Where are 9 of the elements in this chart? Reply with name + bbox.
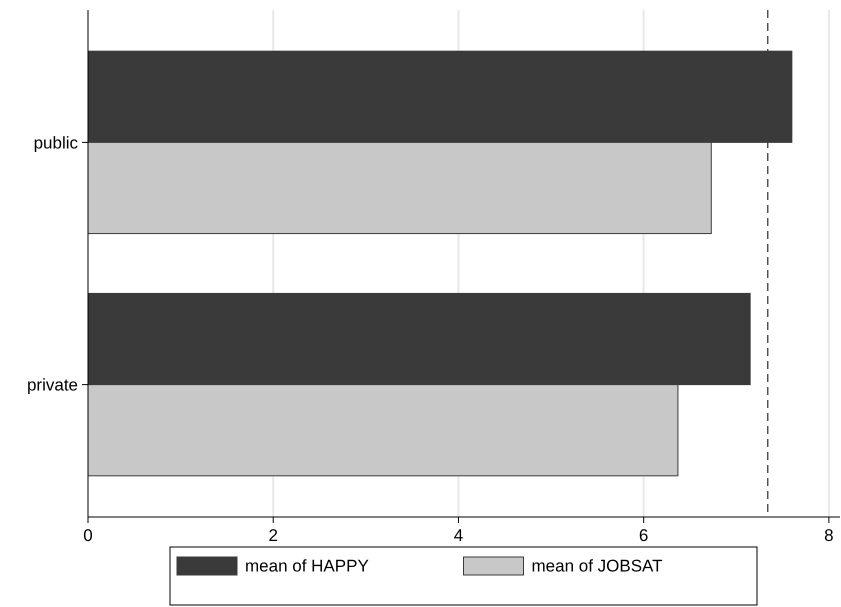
x-tick-label: 0 bbox=[83, 526, 93, 545]
legend-label: mean of HAPPY bbox=[245, 556, 369, 576]
x-tick-label: 4 bbox=[454, 526, 464, 545]
x-tick-label: 8 bbox=[824, 526, 834, 545]
y-tick-label: private bbox=[26, 376, 78, 395]
x-tick-label: 2 bbox=[268, 526, 278, 545]
x-tick-label: 6 bbox=[638, 526, 648, 545]
legend-label: mean of JOBSAT bbox=[532, 556, 663, 576]
y-tick-label: public bbox=[34, 133, 78, 152]
